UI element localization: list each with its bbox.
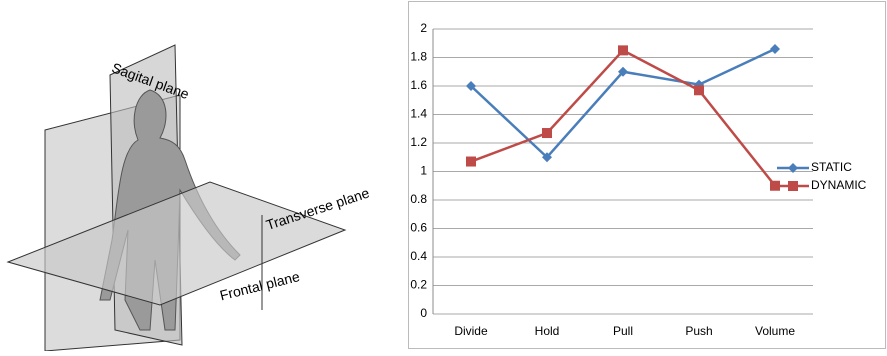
y-tick-label: 2 [420,21,427,35]
data-point [542,128,552,138]
y-tick-label: 1.2 [410,135,427,149]
data-point [788,181,798,191]
legend-label: DYNAMIC [811,178,867,192]
data-point [694,85,704,95]
y-tick-label: 1.4 [410,107,427,121]
x-tick-label: Push [685,324,712,338]
x-tick-label: Volume [755,324,795,338]
body-planes-diagram: Sagital plane Transverse plane Frontal p… [8,45,371,351]
legend-label: STATIC [811,160,852,174]
y-tick-label: 1.6 [410,78,427,92]
y-tick-label: 1.8 [410,50,427,64]
y-tick-label: 0.6 [410,221,427,235]
page: {"diagram": {"labels": ["Sagital plane",… [0,0,887,351]
x-tick-label: Divide [454,324,488,338]
figure: Sagital plane Transverse plane Frontal p… [0,0,887,351]
y-tick-label: 0.8 [410,192,427,206]
y-tick-label: 0.2 [410,278,427,292]
data-point [618,45,628,55]
x-tick-label: Pull [613,324,633,338]
x-tick-label: Hold [535,324,560,338]
data-point [466,157,476,167]
y-tick-label: 0 [420,306,427,320]
chart-frame [409,2,886,349]
y-tick-label: 0.4 [410,249,427,263]
y-tick-label: 1 [420,164,427,178]
